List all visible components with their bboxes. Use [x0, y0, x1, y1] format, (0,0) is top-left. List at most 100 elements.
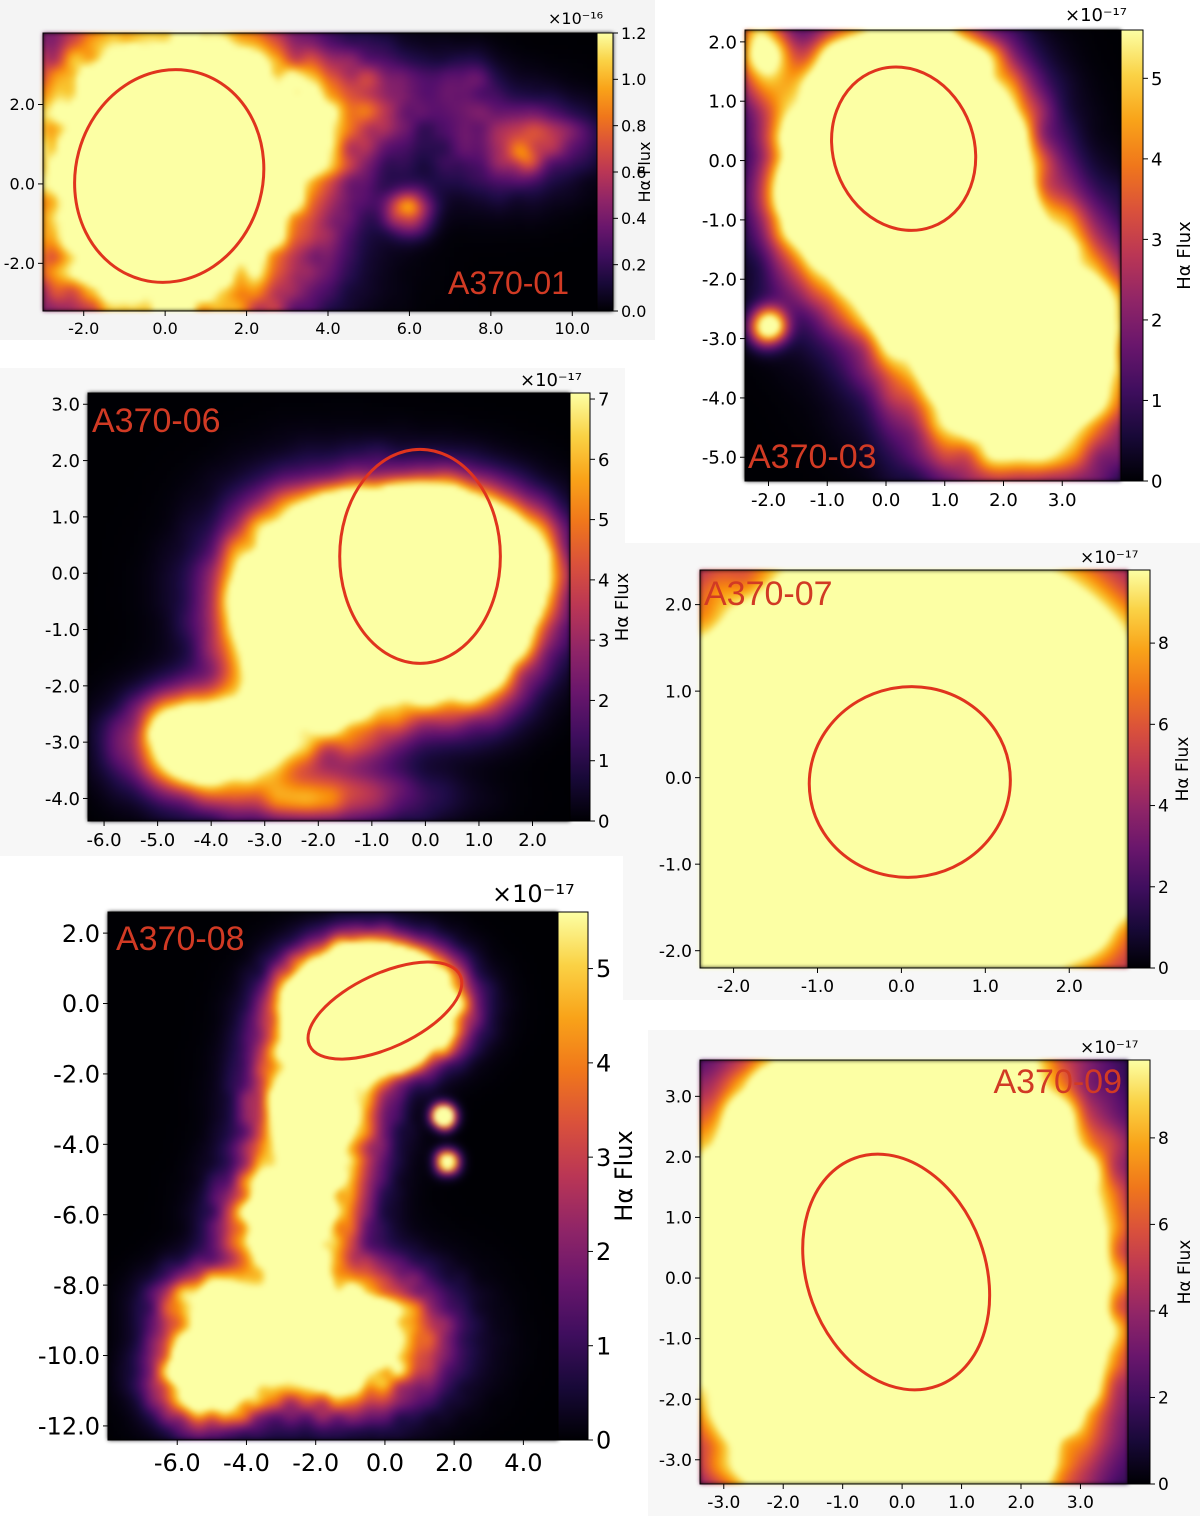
colorbar-tick-label: 0 — [598, 811, 609, 832]
heatmap-image — [108, 912, 558, 1440]
colorbar-tick-label: 4 — [1151, 149, 1162, 170]
y-tick-label: 2.0 — [665, 1148, 692, 1168]
colorbar-tick-label: 6 — [1158, 1216, 1169, 1236]
colorbar-tick-label: 0 — [1158, 959, 1169, 979]
x-tick-label: 2.0 — [234, 319, 259, 338]
y-tick-label: -1.0 — [702, 210, 737, 231]
aperture-ellipse — [830, 65, 978, 232]
colorbar-tick-label: 1 — [598, 751, 609, 772]
x-tick-label: -3.0 — [707, 1493, 740, 1513]
colorbar-tick-label: 2 — [1158, 1389, 1169, 1409]
colorbar-tick-label: 2 — [598, 691, 609, 712]
colorbar-tick-label: 4 — [598, 570, 609, 591]
y-tick-label: -2.0 — [659, 1390, 692, 1410]
y-tick-label: 2.0 — [51, 451, 80, 472]
y-tick-label: -2.0 — [4, 254, 35, 273]
colorbar-tick-label: 5 — [598, 510, 609, 531]
colorbar-tick-label: 5 — [596, 955, 611, 983]
colorbar-tick-label: 1 — [1151, 391, 1162, 412]
aperture-ellipse — [73, 68, 266, 284]
x-tick-label: 0.0 — [889, 1493, 916, 1513]
colorbar-tick-label: 3 — [596, 1144, 611, 1172]
x-tick-label: 2.0 — [1056, 977, 1083, 997]
x-tick-label: -1.0 — [354, 830, 389, 851]
y-tick-label: -4.0 — [702, 388, 737, 409]
heatmap-image — [700, 1060, 1128, 1484]
aperture-ellipse — [306, 960, 464, 1061]
colorbar-tick-label: 4 — [596, 1049, 611, 1077]
x-tick-label: 1.0 — [972, 977, 999, 997]
colorbar-label: Hα Flux — [1174, 221, 1195, 290]
x-tick-label: -1.0 — [801, 977, 834, 997]
x-tick-label: 6.0 — [397, 319, 422, 338]
colorbar-tick-label: 2 — [596, 1238, 611, 1266]
y-tick-label: 1.0 — [51, 507, 80, 528]
x-tick-label: -2.0 — [292, 1449, 339, 1477]
x-tick-label: -2.0 — [751, 490, 786, 511]
y-tick-label: -12.0 — [38, 1413, 100, 1441]
y-tick-label: 2.0 — [62, 920, 100, 948]
y-tick-label: 0.0 — [665, 1269, 692, 1289]
x-tick-label: -5.0 — [140, 830, 175, 851]
y-tick-label: 0.0 — [10, 175, 35, 194]
y-tick-label: 3.0 — [665, 1087, 692, 1107]
colorbar-multiplier: ×10⁻¹⁷ — [1080, 1038, 1139, 1058]
y-tick-label: -2.0 — [45, 676, 80, 697]
aperture-ellipse — [338, 447, 502, 665]
x-tick-label: 3.0 — [1048, 490, 1077, 511]
chart-a370-03: A370-03 -2.0 -1.0 0.0 1.0 2.0 3.0 -5.0 -4.0 -3.0 -… — [702, 5, 1195, 511]
x-tick-label: 1.0 — [930, 490, 959, 511]
colorbar — [1127, 1059, 1151, 1485]
colorbar-tick-label: 8 — [1158, 1129, 1169, 1149]
x-tick-label: 4.0 — [504, 1449, 542, 1477]
colorbar — [557, 911, 589, 1441]
x-tick-label: 2.0 — [1007, 1493, 1034, 1513]
colorbar-tick-label: 2 — [1158, 878, 1169, 898]
colorbar-multiplier: ×10⁻¹⁶ — [548, 9, 603, 28]
colorbar-tick-label: 0 — [596, 1427, 611, 1455]
chart-a370-08: A370-08 -6.0 -4.0 -2.0 0.0 2.0 4.0 -12.0 -10.0 -8… — [38, 880, 638, 1477]
y-tick-label: 2.0 — [10, 95, 35, 114]
colorbar-label: Hα Flux — [610, 1130, 638, 1221]
panel-label: A370-03 — [748, 438, 877, 476]
y-tick-label: -3.0 — [659, 1451, 692, 1471]
colorbar-tick-label: 2 — [1151, 310, 1162, 331]
aperture-ellipse — [807, 685, 1012, 879]
colorbar — [1120, 29, 1144, 482]
x-tick-label: -3.0 — [247, 830, 282, 851]
colorbar-tick-label: 3 — [1151, 230, 1162, 251]
colorbar-multiplier: ×10⁻¹⁷ — [1080, 548, 1139, 568]
x-tick-label: 2.0 — [435, 1449, 473, 1477]
heatmap-image — [88, 393, 570, 821]
y-tick-label: -3.0 — [702, 329, 737, 350]
x-tick-label: -2.0 — [301, 830, 336, 851]
colorbar-multiplier: ×10⁻¹⁷ — [520, 370, 582, 391]
x-tick-label: 10.0 — [554, 319, 590, 338]
colorbar-tick-label: 0.0 — [621, 302, 646, 321]
x-tick-label: 2.0 — [989, 490, 1018, 511]
y-tick-label: -1.0 — [659, 1330, 692, 1350]
x-tick-label: 0.0 — [366, 1449, 404, 1477]
y-tick-label: -2.0 — [702, 270, 737, 291]
x-tick-label: 1.0 — [465, 830, 494, 851]
y-tick-label: -2.0 — [53, 1061, 100, 1089]
colorbar-label: Hα Flux — [1173, 737, 1193, 802]
y-tick-label: -3.0 — [45, 733, 80, 754]
colorbar-tick-label: 4 — [1158, 797, 1169, 817]
y-tick-label: -8.0 — [53, 1272, 100, 1300]
y-tick-label: -10.0 — [38, 1342, 100, 1370]
colorbar-tick-label: 0.8 — [621, 116, 646, 135]
y-tick-label: 0.0 — [665, 769, 692, 789]
y-tick-label: 1.0 — [708, 92, 737, 113]
colorbar-tick-label: 4 — [1158, 1302, 1169, 1322]
x-tick-label: -2.0 — [767, 1493, 800, 1513]
colorbar-tick-label: 7 — [598, 390, 609, 411]
colorbar-tick-label: 0 — [1158, 1475, 1169, 1495]
y-tick-label: 2.0 — [708, 32, 737, 53]
y-tick-label: -4.0 — [45, 789, 80, 810]
heatmap-image — [745, 30, 1121, 481]
x-tick-label: 2.0 — [518, 830, 547, 851]
y-tick-label: 2.0 — [665, 596, 692, 616]
panel-label: A370-01 — [448, 265, 569, 301]
